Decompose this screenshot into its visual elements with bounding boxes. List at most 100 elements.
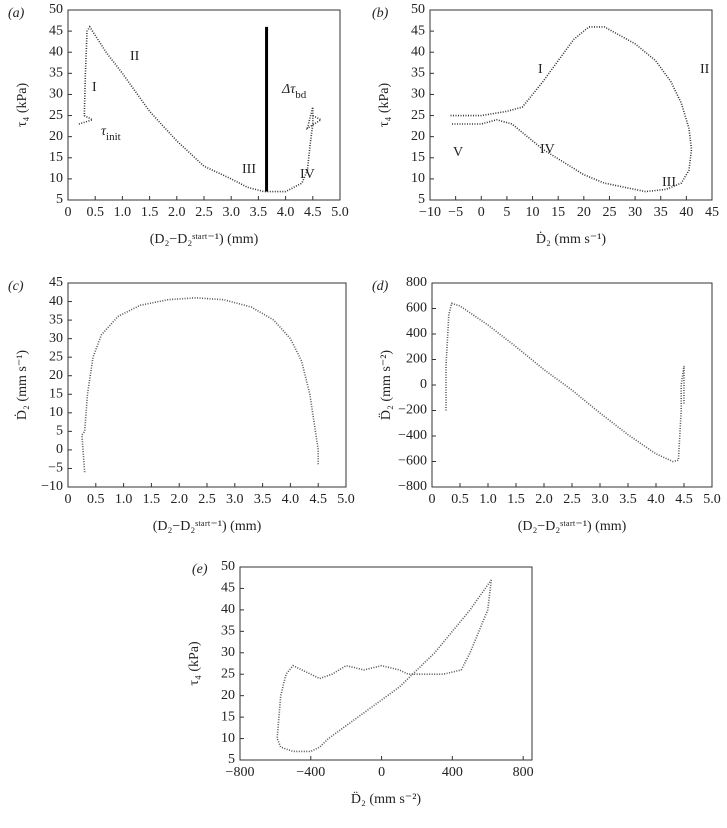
y-tick-label: 15 <box>49 150 63 165</box>
y-tick-label: 10 <box>49 171 63 186</box>
y-tick-label: 800 <box>406 275 427 290</box>
data-line <box>81 297 320 473</box>
x-tick-label: 30 <box>628 205 642 220</box>
y-tick-label: 10 <box>49 405 63 420</box>
y-tick-label: 15 <box>49 386 63 401</box>
x-tick-label: 5 <box>503 205 510 220</box>
y-tick-label: 30 <box>49 331 63 346</box>
x-tick-label: 3.0 <box>222 205 240 220</box>
x-tick-label: 35 <box>654 205 668 220</box>
annotation: Δτbd <box>281 82 307 100</box>
x-tick-label: 1.5 <box>143 492 161 507</box>
y-tick-label: 30 <box>49 87 63 102</box>
x-tick-label: 4.0 <box>647 492 665 507</box>
y-tick-label: 400 <box>406 326 427 341</box>
panel-label: (c) <box>8 279 24 294</box>
x-tick-label: 0.5 <box>87 492 105 507</box>
y-tick-label: 35 <box>411 66 425 81</box>
x-tick-label: 0 <box>378 765 385 780</box>
y-tick-label: 15 <box>411 150 425 165</box>
panel-label: (b) <box>372 6 389 21</box>
annotation: III <box>242 162 256 177</box>
x-tick-label: 0 <box>65 492 72 507</box>
x-tick-label: 400 <box>442 765 463 780</box>
y-tick-label: 20 <box>49 368 63 383</box>
data-line <box>276 579 493 753</box>
x-axis-label: (D₂−D₂ˢᵗᵃʳᵗ⁻¹) (mm) <box>518 519 627 534</box>
x-tick-label: 10 <box>526 205 540 220</box>
annotation: II <box>130 49 140 64</box>
panel-label: (a) <box>8 6 25 21</box>
y-tick-label: 40 <box>221 602 235 617</box>
x-tick-label: 800 <box>513 765 534 780</box>
annotation-base: Δτ <box>281 82 296 97</box>
y-tick-label: 0 <box>56 442 63 457</box>
x-tick-label: 2.5 <box>195 205 213 220</box>
x-tick-label: 25 <box>602 205 616 220</box>
y-tick-label: −5 <box>48 461 63 476</box>
x-tick-label: 1.0 <box>479 492 497 507</box>
plot-frame <box>239 566 533 761</box>
x-tick-label: 5.0 <box>337 492 355 507</box>
x-tick-label: 20 <box>577 205 591 220</box>
y-tick-label: 35 <box>221 624 235 639</box>
y-axis-label: τ₄ (kPa) <box>187 641 202 686</box>
panel-label: (d) <box>372 279 389 294</box>
annotation: I <box>538 62 543 77</box>
x-tick-label: −400 <box>296 765 325 780</box>
x-axis-label: (D₂−D₂ˢᵗᵃʳᵗ⁻¹) (mm) <box>150 232 259 247</box>
x-tick-label: 2.0 <box>170 492 188 507</box>
x-tick-label: 1.5 <box>507 492 525 507</box>
x-tick-label: 3.5 <box>250 205 268 220</box>
y-tick-label: 25 <box>411 108 425 123</box>
y-tick-label: −400 <box>398 428 427 443</box>
annotation: I <box>92 80 97 95</box>
y-tick-label: 50 <box>221 559 235 574</box>
y-tick-label: 50 <box>411 2 425 17</box>
plot-frame <box>429 9 713 201</box>
y-tick-label: −10 <box>41 479 63 494</box>
x-tick-label: 4.0 <box>277 205 295 220</box>
x-tick-label: 4.5 <box>304 205 322 220</box>
y-tick-label: 20 <box>221 688 235 703</box>
y-tick-label: 30 <box>221 645 235 660</box>
data-line <box>445 302 685 463</box>
annotation: IV <box>300 167 315 182</box>
x-tick-label: 2.5 <box>563 492 581 507</box>
y-tick-label: 35 <box>49 66 63 81</box>
y-tick-label: 40 <box>49 44 63 59</box>
x-tick-label: 0 <box>65 205 72 220</box>
y-tick-label: 35 <box>49 312 63 327</box>
x-tick-label: 3.0 <box>226 492 244 507</box>
y-tick-label: 10 <box>221 731 235 746</box>
y-axis-label: Ḋ₂ (mm s⁻¹) <box>14 350 30 420</box>
y-axis-label: τ₄ (kPa) <box>377 83 392 128</box>
y-tick-label: 45 <box>411 23 425 38</box>
x-tick-label: 5.0 <box>703 492 721 507</box>
y-tick-label: 5 <box>228 752 235 767</box>
y-tick-label: 25 <box>49 349 63 364</box>
y-tick-label: −800 <box>398 479 427 494</box>
y-tick-label: 200 <box>406 352 427 367</box>
annotation: II <box>700 62 710 77</box>
y-tick-label: 25 <box>49 108 63 123</box>
plot-frame <box>431 282 713 488</box>
y-tick-label: −200 <box>398 403 427 418</box>
x-tick-label: 2.5 <box>198 492 216 507</box>
x-tick-label: 0 <box>478 205 485 220</box>
x-axis-label: D̈₂ (mm s⁻²) <box>351 790 421 807</box>
x-tick-label: 3.5 <box>254 492 272 507</box>
y-tick-label: 20 <box>411 129 425 144</box>
x-tick-label: 1.5 <box>141 205 159 220</box>
y-tick-label: 5 <box>56 192 63 207</box>
y-tick-label: 40 <box>411 44 425 59</box>
annotation-sub: bd <box>295 89 307 101</box>
annotation: III <box>662 175 676 190</box>
y-tick-label: 45 <box>49 23 63 38</box>
x-axis-label: (D₂−D₂ˢᵗᵃʳᵗ⁻¹) (mm) <box>153 519 262 534</box>
y-axis-label: τ₄ (kPa) <box>15 83 30 128</box>
annotation-sub: init <box>106 131 121 143</box>
plot-frame <box>67 282 347 488</box>
x-tick-label: 0 <box>429 492 436 507</box>
